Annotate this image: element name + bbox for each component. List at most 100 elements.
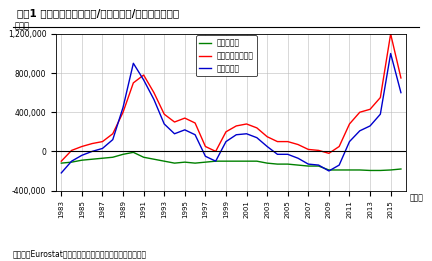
移民の純流出入数 (131, 81, 136, 85)
移民の純流出入数 (59, 159, 64, 163)
人口増減数 (172, 132, 177, 135)
人口増減数 (306, 163, 311, 166)
自然増減数 (141, 156, 146, 159)
移民の純流出入数 (398, 76, 403, 80)
人口増減数 (326, 169, 331, 173)
自然増減数 (285, 163, 290, 166)
自然増減数 (295, 163, 301, 167)
Line: 移民の純流出入数: 移民の純流出入数 (61, 34, 401, 161)
自然増減数 (172, 162, 177, 165)
移民の純流出入数 (337, 145, 342, 148)
移民の純流出入数 (316, 149, 321, 152)
移民の純流出入数 (100, 140, 105, 143)
Text: 図表1 ドイツの人口増減数/自然増減数/移民の流出入数: 図表1 ドイツの人口増減数/自然増減数/移民の流出入数 (17, 8, 179, 18)
人口増減数 (357, 129, 362, 132)
自然増減数 (79, 159, 85, 162)
自然増減数 (388, 168, 393, 171)
自然増減数 (398, 168, 403, 171)
自然増減数 (151, 158, 156, 161)
移民の純流出入数 (295, 143, 301, 146)
移民の純流出入数 (162, 113, 167, 116)
自然増減数 (223, 159, 229, 163)
人口増減数 (285, 153, 290, 156)
人口増減数 (388, 52, 393, 55)
人口増減数 (378, 113, 383, 116)
自然増減数 (275, 163, 280, 166)
人口増減数 (141, 78, 146, 81)
移民の純流出入数 (151, 91, 156, 94)
移民の純流出入数 (223, 130, 229, 133)
移民の純流出入数 (213, 150, 218, 153)
移民の純流出入数 (254, 126, 260, 129)
人口増減数 (203, 155, 208, 158)
人口増減数 (162, 122, 167, 126)
自然増減数 (234, 159, 239, 163)
人口増減数 (223, 140, 229, 143)
自然増減数 (131, 151, 136, 154)
移民の純流出入数 (182, 116, 187, 120)
Legend: 自然増減数, 移民の純流出入数, 人口増減数: 自然増減数, 移民の純流出入数, 人口増減数 (196, 35, 257, 76)
移民の純流出入数 (69, 149, 74, 152)
自然増減数 (306, 164, 311, 168)
移民の純流出入数 (357, 111, 362, 114)
自然増減数 (347, 168, 352, 171)
自然増減数 (244, 159, 249, 163)
移民の純流出入数 (388, 32, 393, 35)
自然増減数 (254, 159, 260, 163)
人口増減数 (254, 136, 260, 139)
自然増減数 (213, 159, 218, 163)
人口増減数 (100, 147, 105, 150)
人口増減数 (398, 91, 403, 94)
自然増減数 (193, 162, 198, 165)
自然増減数 (326, 168, 331, 171)
人口増減数 (316, 163, 321, 167)
人口増減数 (69, 159, 74, 163)
自然増減数 (378, 169, 383, 172)
人口増減数 (131, 62, 136, 65)
移民の純流出入数 (193, 121, 198, 124)
移民の純流出入数 (264, 135, 270, 138)
移民の純流出入数 (368, 108, 373, 111)
移民の純流出入数 (89, 142, 95, 145)
人口増減数 (89, 150, 95, 153)
移民の純流出入数 (110, 132, 115, 135)
移民の純流出入数 (244, 122, 249, 126)
自然増減数 (121, 153, 126, 156)
Text: （出所：Eurostatより住友商事グローバルリサーチ作成）: （出所：Eurostatより住友商事グローバルリサーチ作成） (13, 250, 147, 258)
移民の純流出入数 (306, 148, 311, 151)
自然増減数 (69, 161, 74, 164)
Text: （人）: （人） (14, 22, 29, 31)
人口増減数 (151, 98, 156, 101)
自然増減数 (368, 169, 373, 172)
自然増減数 (357, 168, 362, 171)
人口増減数 (110, 138, 115, 141)
Text: （年）: （年） (410, 194, 423, 203)
Line: 人口増減数: 人口増減数 (61, 54, 401, 173)
自然増減数 (203, 161, 208, 164)
人口増減数 (234, 133, 239, 136)
人口増減数 (347, 140, 352, 143)
自然増減数 (264, 162, 270, 165)
人口増減数 (264, 145, 270, 148)
移民の純流出入数 (378, 96, 383, 99)
人口増減数 (368, 124, 373, 128)
自然増減数 (182, 161, 187, 164)
人口増減数 (59, 171, 64, 174)
自然増減数 (59, 162, 64, 165)
移民の純流出入数 (172, 120, 177, 123)
人口増減数 (213, 159, 218, 163)
移民の純流出入数 (203, 145, 208, 148)
移民の純流出入数 (275, 140, 280, 143)
自然増減数 (110, 156, 115, 159)
自然増減数 (100, 157, 105, 160)
自然増減数 (316, 164, 321, 168)
移民の純流出入数 (121, 111, 126, 114)
人口増減数 (295, 157, 301, 160)
移民の純流出入数 (347, 122, 352, 126)
人口増減数 (275, 153, 280, 156)
自然増減数 (162, 159, 167, 163)
人口増減数 (121, 106, 126, 109)
移民の純流出入数 (79, 145, 85, 148)
自然増減数 (337, 168, 342, 171)
人口増減数 (193, 133, 198, 136)
